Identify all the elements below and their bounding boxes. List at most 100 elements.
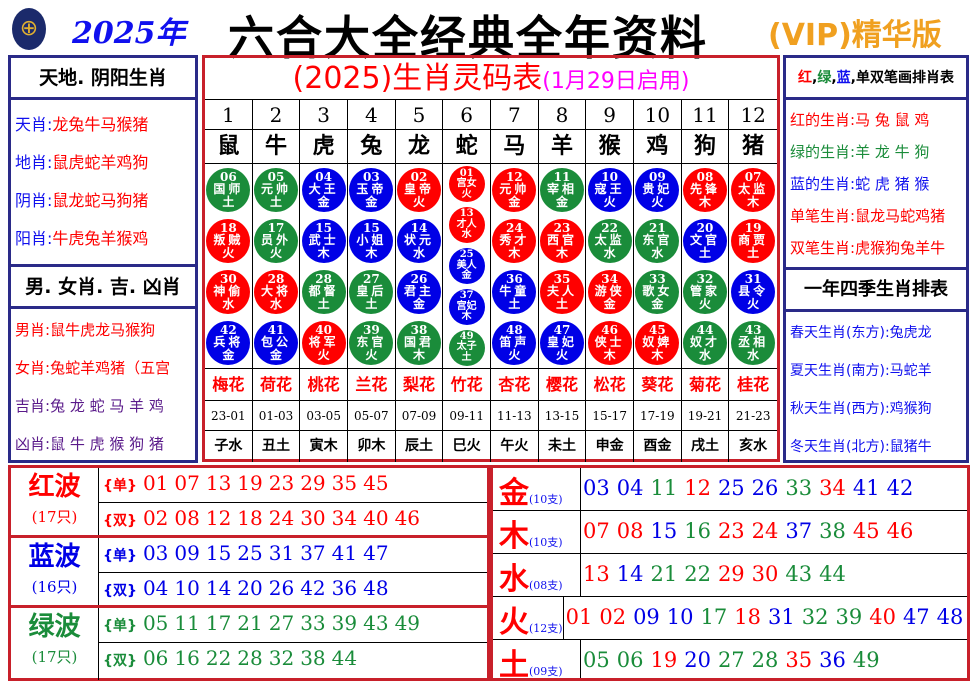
flower: 兰花 [348,369,396,401]
ball-number: 44 [696,322,714,337]
wave-number: 42 [300,576,326,600]
number-ball: 43 丞相水 [731,320,776,365]
wave-number: 13 [205,471,232,495]
element-count: (10支) [529,493,563,506]
number-ball: 01 宫女火 [448,166,485,203]
ball-element: 火 [222,245,235,260]
item-key: 阳肖 [15,229,48,248]
colon: : [47,153,53,172]
number-ball: 10 寇王火 [587,167,632,212]
number-ball: 26 君主金 [396,269,441,314]
element-number: 47 [902,605,930,629]
number-ball: 28 大将水 [253,269,298,314]
ball-element: 水 [698,347,711,362]
ball-column: 02 皇帝火 14 状元水 26 君主金 38 国君木 [396,164,444,368]
ball-column: 10 寇王火 22 太监水 34 游侠金 46 侠士木 [586,164,634,368]
wave-number: 47 [363,541,389,565]
number-ball: 31 县令火 [731,269,776,314]
colon: : [850,143,856,161]
wave-number: 30 [300,506,326,530]
ball-column: 09 贵妃火 21 东官水 33 歌女金 45 奴婢木 [634,164,682,368]
colon: : [850,175,856,193]
wave-rows: {单} 03 09 15 25 31 37 41 47 {双} 04 10 14 20 26 42 36 48 [99,538,487,605]
wave-block: 绿波 (17只) {单} 05 11 17 21 27 33 39 43 49 {双} 06 16 22 28 3… [11,608,487,680]
item-value: 鼠 牛 虎 猴 狗 猪 [50,435,164,453]
element-number: 36 [819,648,846,672]
wave-count: (17只) [31,508,78,526]
wave-number: 26 [268,576,295,600]
wave-number: 05 [142,611,169,635]
number-ball: 39 东官火 [349,320,394,365]
ball-name: 太监 [594,233,625,248]
element-number: 01 [565,605,593,629]
column-number: 9 [586,100,634,130]
earthly-branch: 未土 [539,431,587,462]
flower: 菊花 [682,369,730,401]
wave-number: 03 [142,541,169,565]
wave-number: 16 [174,646,200,670]
element-count: (12支) [529,622,563,635]
element-number: 48 [936,605,964,629]
ball-name: 寇王 [594,182,625,197]
element-number: 42 [886,476,914,500]
ball-name: 西官 [546,233,577,248]
ball-name: 奴婢 [642,335,673,350]
earthly-branch: 子水 [205,431,253,462]
column-number: 6 [443,100,491,130]
number-ball: 35 夫人土 [539,269,584,314]
element-number: 11 [650,476,678,500]
wave-number: 44 [331,646,358,670]
list-item: 冬天生肖(北方):鼠猪牛 [786,428,966,466]
item-value: 龙兔牛马猴猪 [52,115,149,134]
number-ball: 46 侠士木 [587,320,632,365]
ball-name: 宫妃 [456,300,477,312]
ball-name: 先锋 [689,182,720,197]
ball-element: 木 [461,311,472,323]
list-item: 秋天生肖(西方):鸡猴狗 [786,390,966,428]
element-number: 15 [650,519,678,543]
ball-name: 县令 [738,284,769,299]
ball-element: 火 [555,347,568,362]
element-number: 20 [684,648,711,672]
number-ball: 25 美人金 [448,247,485,284]
wave-number: 36 [331,576,358,600]
list-item: 蓝的生肖:蛇 虎 猪 猴 [786,168,966,200]
ball-name: 太子 [456,341,477,353]
ball-number: 14 [410,220,428,235]
ball-name: 丞相 [738,335,769,350]
element-number: 40 [869,605,896,629]
zodiac-鼠: 鼠 [205,130,253,164]
number-ball: 44 奴才水 [682,320,727,365]
item-key: 冬天生肖(北方) [790,439,885,455]
ball-name: 君主 [403,284,434,299]
ball-element: 土 [698,245,711,260]
ball-element: 金 [461,270,472,282]
season-heading: 一年四季生肖排表 [786,270,966,312]
wave-number: 40 [363,506,389,530]
wave-number: 33 [300,611,326,635]
ball-name: 美人 [456,259,477,271]
item-key: 秋天生肖(西方) [790,401,885,417]
ball-name: 才人 [456,218,477,230]
flower: 桃花 [300,369,348,401]
ball-number: 01 [459,167,474,179]
ball-number: 02 [410,169,428,184]
ball-element: 火 [269,245,282,260]
element-label: 火(12支) [493,597,564,640]
element-number: 04 [616,476,644,500]
ball-number: 28 [267,271,285,286]
wave-number: 18 [237,506,263,530]
ball-column: 04 大王金 15 武士木 28 都督土 40 将军火 [300,164,348,368]
list-item: 绿的生肖:羊 龙 牛 狗 [786,136,966,168]
ball-number: 15 [362,220,380,235]
item-key: 双笔生肖 [790,239,851,257]
zodiac-猪: 猪 [742,134,765,159]
ball-element: 金 [603,296,616,311]
element-number: 13 [583,562,610,586]
number-ball: 36 牛童土 [492,269,537,314]
number-ball: 45 奴婢木 [635,320,680,365]
ball-number: 18 [219,220,237,235]
ball-name: 小姐 [356,233,387,248]
ball-number: 31 [744,271,762,286]
time-range: 21-23 [735,409,771,423]
